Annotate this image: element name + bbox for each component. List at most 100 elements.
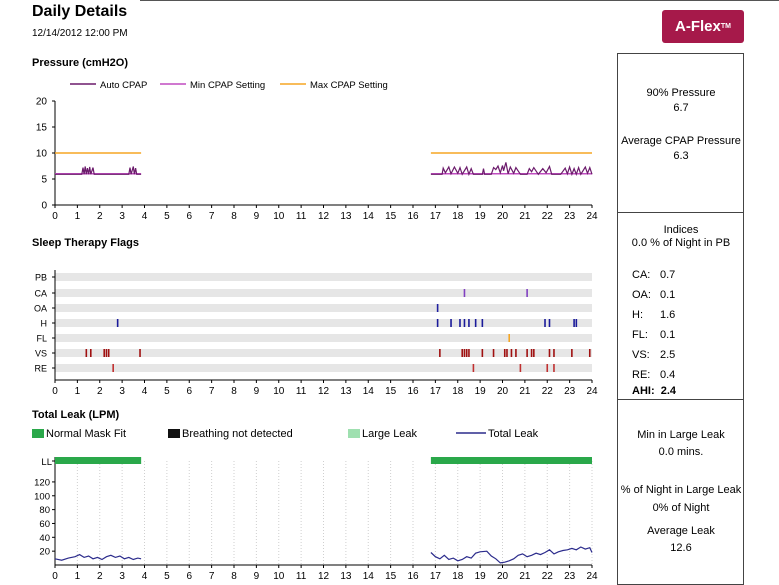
x-tick-label: 22 [542, 211, 554, 222]
x-tick-label: 0 [52, 211, 58, 222]
index-label: FL: [632, 329, 648, 341]
x-tick-label: 5 [164, 211, 170, 222]
legend-swatch [348, 429, 360, 438]
x-tick-label: 9 [254, 571, 260, 582]
x-tick-label: 6 [186, 211, 192, 222]
x-tick-label: 12 [318, 571, 330, 582]
flags-section-title: Sleep Therapy Flags [32, 237, 139, 249]
x-tick-label: 23 [564, 571, 576, 582]
charts-canvas: Auto CPAP Min CPAP Setting Max CPAP Settin… [32, 80, 598, 582]
y-tick-label: 100 [34, 491, 50, 502]
x-tick-label: 16 [407, 386, 419, 397]
flag-row-label: OA [34, 304, 47, 314]
index-label: RE: [632, 369, 651, 381]
x-tick-label: 3 [119, 386, 125, 397]
y-tick-label: 0 [41, 201, 47, 212]
index-label: OA: [632, 289, 651, 301]
flag-row-band [55, 273, 592, 281]
legend-label: Large Leak [362, 428, 418, 440]
x-tick-label: 15 [385, 571, 397, 582]
p90-value: 6.7 [673, 102, 689, 114]
x-tick-label: 10 [273, 211, 285, 222]
y-tick-label: 40 [39, 533, 50, 544]
leak-chart: Normal Mask Fit Breathing not detected Lar… [32, 428, 598, 582]
x-tick-label: 18 [452, 211, 464, 222]
x-tick-label: 9 [254, 386, 260, 397]
x-tick-label: 1 [75, 571, 81, 582]
x-tick-label: 1 [75, 211, 81, 222]
index-row-ca: CA: 0.7 [632, 269, 675, 281]
index-value: 1.6 [660, 309, 676, 321]
x-tick-label: 8 [231, 211, 237, 222]
x-tick-label: 23 [564, 211, 576, 222]
indices-title: Indices [663, 224, 699, 236]
y-tick-label: 120 [34, 477, 50, 488]
index-row-re: RE: 0.4 [632, 369, 675, 381]
x-tick-label: 7 [209, 386, 215, 397]
x-tick-label: 7 [209, 211, 215, 222]
x-tick-label: 14 [363, 571, 375, 582]
index-label: H: [632, 309, 643, 321]
index-value: 2.5 [660, 349, 676, 361]
x-tick-label: 15 [385, 211, 397, 222]
x-tick-label: 19 [475, 386, 487, 397]
flag-row-band [55, 304, 592, 312]
x-tick-label: 13 [340, 386, 352, 397]
header-divider [140, 0, 779, 1]
x-tick-label: 17 [430, 571, 442, 582]
x-tick-label: 11 [296, 211, 307, 222]
legend-label: Total Leak [488, 428, 539, 440]
x-tick-label: 22 [542, 386, 554, 397]
x-tick-label: 20 [497, 386, 509, 397]
report-date: 12/14/2012 12:00 PM [32, 28, 128, 39]
min-large-leak-value: 0.0 mins. [658, 446, 704, 458]
flag-row-label: H [41, 319, 48, 329]
series-line-total-leak [430, 546, 593, 564]
pct-large-leak-label: % of Night in Large Leak [620, 484, 742, 496]
x-tick-label: 16 [407, 571, 419, 582]
y-tick-label: 20 [39, 547, 50, 558]
index-value: 0.7 [660, 269, 676, 281]
x-tick-label: 21 [519, 571, 531, 582]
x-tick-label: 20 [497, 211, 509, 222]
pressure-chart: Auto CPAP Min CPAP Setting Max CPAP Settin… [36, 80, 598, 222]
page-title: Daily Details [32, 3, 128, 20]
x-tick-label: 5 [164, 386, 170, 397]
y-tick-label: 80 [39, 505, 50, 516]
avg-leak-value: 12.6 [670, 542, 692, 554]
x-tick-label: 6 [186, 571, 192, 582]
x-tick-label: 18 [452, 571, 464, 582]
x-tick-label: 7 [209, 571, 215, 582]
x-tick-label: 2 [97, 211, 103, 222]
flag-row-band [55, 319, 592, 327]
index-label: VS: [632, 349, 650, 361]
series-line-auto-cpap [55, 166, 142, 175]
legend-label: Max CPAP Setting [310, 80, 388, 91]
x-tick-label: 2 [97, 386, 103, 397]
x-tick-label: 13 [340, 211, 352, 222]
normal-mask-fit-bar [430, 457, 592, 464]
x-tick-label: 4 [142, 571, 148, 582]
x-tick-label: 24 [586, 571, 598, 582]
flag-row-band [55, 289, 592, 297]
x-tick-label: 0 [52, 386, 58, 397]
flag-row-label: PB [35, 273, 47, 283]
x-tick-label: 15 [385, 386, 397, 397]
legend-label: Auto CPAP [100, 80, 147, 91]
normal-mask-fit-bar [55, 457, 142, 464]
min-large-leak-label: Min in Large Leak [637, 429, 725, 441]
x-tick-label: 3 [119, 571, 125, 582]
x-tick-label: 21 [519, 386, 531, 397]
x-tick-label: 10 [273, 386, 285, 397]
x-tick-label: 4 [142, 211, 148, 222]
x-tick-label: 5 [164, 571, 170, 582]
flag-row-label: FL [36, 334, 47, 344]
p90-label: 90% Pressure [646, 87, 716, 99]
flag-row-band [55, 364, 592, 372]
x-tick-label: 13 [340, 571, 352, 582]
legend-label: Normal Mask Fit [46, 428, 126, 440]
x-tick-label: 17 [430, 386, 442, 397]
x-tick-label: 21 [519, 211, 531, 222]
index-row-fl: FL: 0.1 [632, 329, 675, 341]
